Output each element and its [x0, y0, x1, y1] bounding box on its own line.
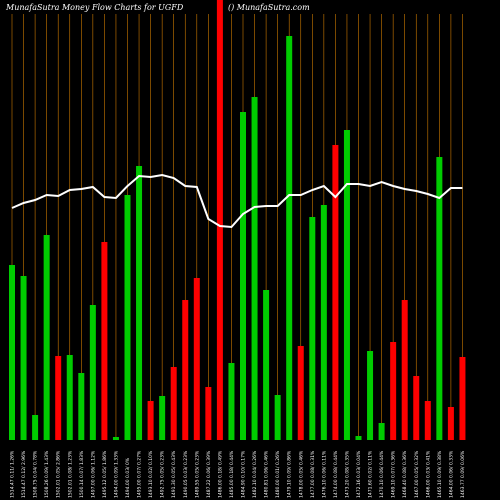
- bar: [401, 300, 408, 440]
- bar: [332, 145, 339, 440]
- bar: [78, 373, 85, 440]
- bar: [228, 363, 235, 440]
- x-tick-label: 1478.00 0.05/ 0.46%: [298, 450, 304, 498]
- x-tick-label: 1464.00 0.06/ 0.33%: [448, 450, 454, 498]
- x-tick-label: 1468.40 0.08/ 0.36%: [402, 450, 408, 498]
- bar: [355, 436, 362, 440]
- bar: [390, 342, 397, 440]
- x-tick-label: 1465.10 0.09/ 0.38%: [437, 450, 443, 498]
- bar: [216, 0, 223, 440]
- bar: [424, 401, 431, 440]
- x-tick-label: 1492.75 0.05/ 0.23%: [160, 450, 166, 498]
- bar: [205, 387, 212, 440]
- bar: [136, 166, 143, 440]
- bar: [170, 367, 177, 440]
- x-tick-label: 1514.47 0.11/ 1.26%: [10, 450, 16, 498]
- x-tick-label: 1466.00 0.03/ 0.41%: [425, 450, 431, 498]
- bar: [193, 278, 200, 440]
- x-tick-label: 1497.00 0.06/ 1.12%: [90, 450, 96, 498]
- x-tick-label: 1472.16 0.03/ 0.04%: [356, 450, 362, 498]
- x-tick-label: 1502.01 0.08/ 1.23%: [67, 450, 73, 498]
- chart-subtitle: () MunafaSutra.com: [228, 3, 310, 12]
- bar: [459, 357, 466, 440]
- x-tick-label: 1467.00 0.05/ 0.32%: [414, 450, 420, 498]
- x-tick-label: 1482.10 0.04/ 0.26%: [252, 450, 258, 498]
- chart-title: MunafaSutra Money Flow Charts for UGFD: [5, 3, 184, 12]
- bar: [240, 112, 246, 440]
- x-tick-label: 1489.55 0.05/ 0.23%: [194, 450, 200, 498]
- x-tick-label: 1500.14 0.07/ 1.83%: [79, 450, 85, 498]
- x-tick-label: 1490.05 0.03/ 0.23%: [183, 450, 189, 498]
- bar: [320, 205, 327, 440]
- bar: [286, 36, 293, 440]
- x-tick-label: 1479.10 0.09/ 0.86%: [287, 450, 293, 498]
- x-tick-label: 1484.90 0.10/ 0.17%: [241, 450, 247, 498]
- x-tick-label: 1469.10 0.07/ 0.36%: [391, 450, 397, 498]
- bar: [309, 217, 316, 440]
- x-tick-label: 1502.01 0.05/ 2.86%: [56, 450, 62, 498]
- x-tick-label: 1480.81 0.06/ 0.46%: [264, 450, 270, 498]
- bar: [182, 300, 189, 440]
- bar: [9, 265, 15, 440]
- x-tick-label: 1470.10 0.06/ 0.44%: [379, 450, 385, 498]
- x-tick-label: 1508.75 0.04/ 0.78%: [33, 450, 39, 498]
- bar: [89, 305, 96, 440]
- bar: [101, 242, 108, 440]
- bar: [343, 130, 350, 440]
- bar: [32, 415, 39, 440]
- x-tick-label: 1494.00 0.09/ 1.33%: [113, 450, 119, 498]
- x-tick-label: 1477.00 0.08/ 0.31%: [310, 450, 316, 498]
- x-tick-label: 1494.00 0.03/ 0%: [125, 457, 131, 498]
- x-tick-label: 1474.00 0.08/ 0.44%: [333, 450, 339, 498]
- x-tick-label: 1493.10 0.02/ 0.10%: [148, 450, 154, 498]
- x-tick-label: 1471.60 0.02/ 0.11%: [368, 450, 374, 498]
- x-tick-label: 1487.22 0.06/ 0.39%: [206, 450, 212, 498]
- bar: [447, 407, 454, 440]
- bar: [20, 276, 27, 440]
- bar: [55, 356, 62, 440]
- bar: [297, 346, 304, 440]
- bar: [367, 351, 374, 440]
- bar: [112, 437, 119, 440]
- x-tick-label: 1473.20 0.08/ 0.35%: [344, 450, 350, 498]
- bar: [413, 376, 420, 440]
- x-tick-label: 1495.12 0.05/ 1.86%: [102, 450, 108, 498]
- bar: [147, 401, 154, 440]
- x-tick-label: 1508.26 0.09/ 1.43%: [44, 450, 50, 498]
- x-tick-label: 1480.00 0.01/ 0.26%: [275, 450, 281, 498]
- bar: [159, 396, 166, 440]
- x-tick-label: 1495.00 0.07/ 0.27%: [137, 450, 143, 498]
- bar: [436, 157, 443, 440]
- price-line: [11, 173, 463, 229]
- x-tick-label: 1486.00 0.18/ 0.49%: [217, 450, 223, 498]
- x-tick-label: 1514.47 0.12/ 2.96%: [21, 450, 27, 498]
- bar: [378, 423, 385, 440]
- bar: [274, 395, 281, 440]
- x-tick-label: 1463.77 0.09/ 0.06%: [460, 450, 466, 498]
- x-tick-label: 1485.00 0.18/ 0.44%: [229, 450, 235, 498]
- bar: [43, 235, 50, 440]
- x-tick-label: 1476.10 0.06/ 0.11%: [321, 450, 327, 498]
- bar: [124, 195, 131, 440]
- bar: [263, 290, 270, 440]
- x-tick-label: 1491.30 0.05/ 0.43%: [171, 450, 177, 498]
- bar: [251, 97, 258, 440]
- bar: [66, 355, 73, 440]
